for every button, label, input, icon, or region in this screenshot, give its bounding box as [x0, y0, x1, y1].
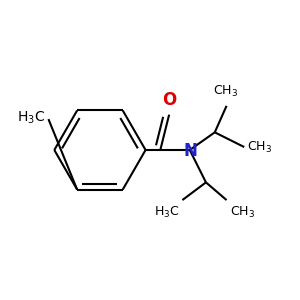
- Text: N: N: [184, 142, 198, 160]
- Text: CH$_3$: CH$_3$: [247, 140, 272, 154]
- Text: CH$_3$: CH$_3$: [230, 206, 255, 220]
- Text: H$_3$C: H$_3$C: [154, 206, 179, 220]
- Text: CH$_3$: CH$_3$: [212, 84, 238, 99]
- Text: O: O: [163, 92, 177, 110]
- Text: H$_3$C: H$_3$C: [17, 110, 45, 126]
